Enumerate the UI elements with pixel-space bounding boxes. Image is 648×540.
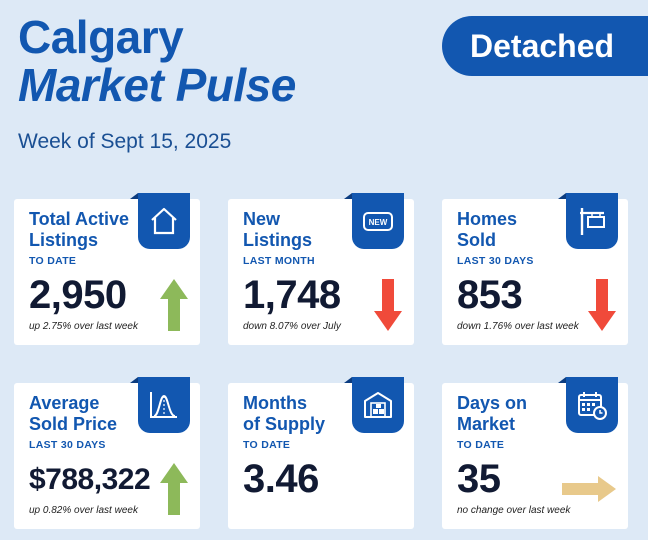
card-value: 2,950 xyxy=(29,273,127,317)
card-change-note: down 8.07% over July xyxy=(243,321,341,332)
card-period: LAST 30 DAYS xyxy=(457,255,534,267)
card-heading-line1: Months xyxy=(243,393,307,413)
week-subtitle: Week of Sept 15, 2025 xyxy=(18,130,232,153)
card-heading-line1: New xyxy=(243,209,281,229)
card-icon-tab xyxy=(566,193,618,249)
warehouse-icon xyxy=(364,392,392,418)
card-period: TO DATE xyxy=(243,439,291,451)
card-value: 853 xyxy=(457,273,523,317)
card-heading-line2: of Supply xyxy=(243,414,325,434)
card-average-sold-price: Average Sold Price LAST 30 DAYS $788,322… xyxy=(14,377,200,529)
house-icon xyxy=(151,207,177,235)
card-change-note: up 0.82% over last week xyxy=(29,505,138,516)
new-badge-icon: NEW xyxy=(363,212,393,231)
title-city: Calgary xyxy=(18,11,184,63)
card-value: $788,322 xyxy=(29,463,151,496)
calendar-clock-icon xyxy=(578,392,607,420)
card-days-on-market: Days on Market TO DATE 35 no change over… xyxy=(442,377,628,529)
card-heading-line1: Average xyxy=(29,393,100,413)
card-heading-line2: Listings xyxy=(243,230,313,250)
property-type-badge: Detached xyxy=(442,16,648,76)
card-period: LAST 30 DAYS xyxy=(29,439,106,451)
card-heading-line1: Homes xyxy=(457,209,518,229)
card-new-listings: New Listings LAST MONTH 1,748 down 8.07%… xyxy=(228,193,414,345)
card-change-note: no change over last week xyxy=(457,505,571,516)
card-heading: Homes Sold xyxy=(457,209,517,251)
card-heading-line1: Total Active xyxy=(29,209,130,229)
card-icon-tab xyxy=(352,377,404,433)
trend-up-arrow-icon xyxy=(160,463,188,515)
card-icon-tab xyxy=(138,377,190,433)
card-value: 3.46 xyxy=(243,457,319,501)
card-heading: New Listings xyxy=(243,209,312,251)
trend-down-arrow-icon xyxy=(374,279,402,331)
card-total-active-listings: Total Active Listings TO DATE 2,950 up 2… xyxy=(14,193,200,345)
card-homes-sold: Homes Sold LAST 30 DAYS 853 down 1.76% o… xyxy=(442,193,628,345)
card-heading: Months of Supply xyxy=(243,393,325,435)
sign-post-icon xyxy=(580,208,605,235)
card-months-of-supply: Months of Supply TO DATE 3.46 xyxy=(228,377,414,529)
card-icon-tab xyxy=(566,377,618,433)
card-change-note: down 1.76% over last week xyxy=(457,321,579,332)
card-period: TO DATE xyxy=(457,439,505,451)
card-value: 35 xyxy=(457,457,501,501)
title-market-pulse: Market Pulse xyxy=(18,59,296,111)
card-heading-line2: Listings xyxy=(29,230,99,250)
card-icon-tab xyxy=(138,193,190,249)
card-change-note: up 2.75% over last week xyxy=(29,321,138,332)
card-heading: Total Active Listings xyxy=(29,209,129,251)
card-heading-line2: Sold Price xyxy=(29,414,118,434)
card-period: LAST MONTH xyxy=(243,255,315,267)
card-heading-line2: Market xyxy=(457,414,516,434)
card-heading: Average Sold Price xyxy=(29,393,117,435)
card-heading-line2: Sold xyxy=(457,230,496,250)
bell-curve-icon xyxy=(150,392,177,418)
card-heading: Days on Market xyxy=(457,393,527,435)
card-value: 1,748 xyxy=(243,273,341,317)
trend-up-arrow-icon xyxy=(160,279,188,331)
card-period: TO DATE xyxy=(29,255,77,267)
card-heading-line1: Days on xyxy=(457,393,528,413)
trend-down-arrow-icon xyxy=(588,279,616,331)
card-icon-tab: NEW xyxy=(352,193,404,249)
page-title: Calgary Market Pulse xyxy=(18,14,296,108)
trend-flat-arrow-icon xyxy=(562,476,616,502)
new-badge-text: NEW xyxy=(369,218,388,227)
